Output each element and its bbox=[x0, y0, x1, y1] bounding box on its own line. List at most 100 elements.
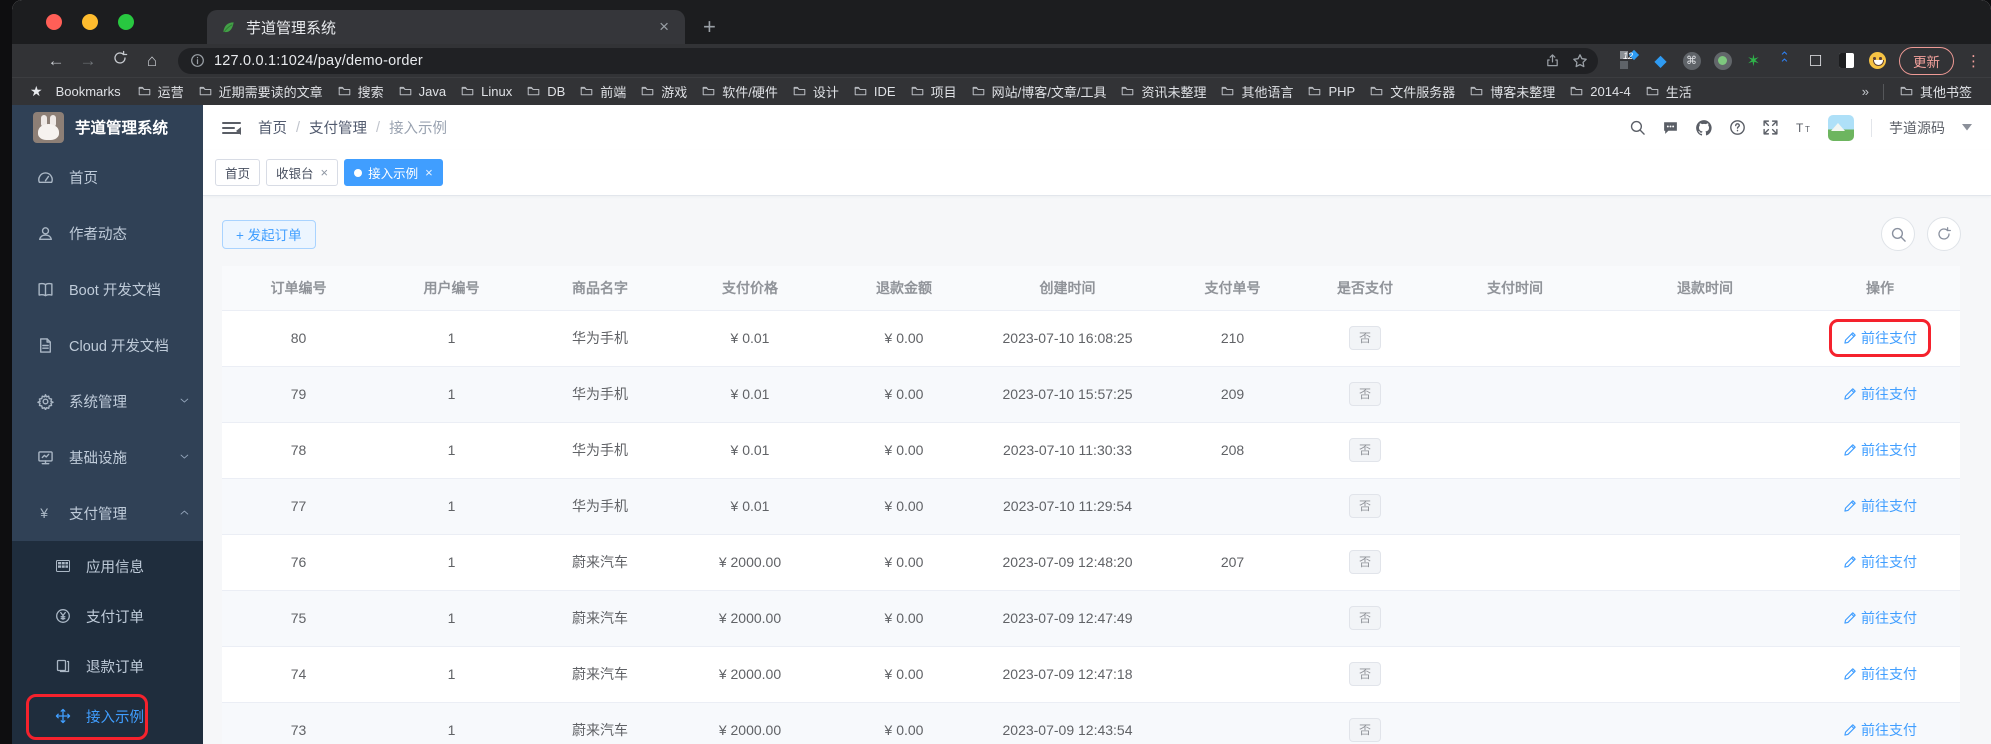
sidebar-item-Boot 开发文档[interactable]: Boot 开发文档 bbox=[12, 261, 203, 317]
close-tag-icon[interactable]: × bbox=[320, 165, 329, 180]
tag-view-接入示例[interactable]: 接入示例 × bbox=[344, 159, 443, 186]
address-bar[interactable]: 127.0.0.1:1024/pay/demo-order bbox=[178, 47, 1598, 74]
app-logo[interactable]: 芋道管理系统 bbox=[12, 105, 203, 149]
close-tab-icon[interactable]: × bbox=[659, 17, 669, 36]
update-chrome-button[interactable]: 更新 bbox=[1899, 46, 1954, 75]
go-pay-link[interactable]: 前往支付 bbox=[1843, 496, 1917, 516]
bookmark-folder[interactable]: 其他语言 bbox=[1213, 82, 1300, 101]
tag-view-首页[interactable]: 首页 bbox=[215, 159, 261, 186]
bookmark-folder[interactable]: 生活 bbox=[1638, 82, 1699, 101]
zoom-window-button[interactable] bbox=[118, 14, 134, 30]
bookmark-folder[interactable]: 搜索 bbox=[330, 82, 391, 101]
home-icon[interactable]: ⌂ bbox=[146, 50, 158, 70]
gear-icon bbox=[37, 393, 54, 410]
minimize-window-button[interactable] bbox=[82, 14, 98, 30]
go-pay-link[interactable]: 前往支付 bbox=[1843, 440, 1917, 460]
bookmark-folder[interactable]: Java bbox=[391, 84, 453, 99]
go-pay-link[interactable]: 前往支付 bbox=[1843, 328, 1917, 348]
folder-icon bbox=[1645, 85, 1660, 98]
new-tab-button[interactable]: + bbox=[703, 14, 716, 39]
close-window-button[interactable] bbox=[46, 14, 62, 30]
bookmark-folder[interactable]: PHP bbox=[1300, 84, 1362, 99]
browser-tab[interactable]: 芋道管理系统 × bbox=[207, 10, 685, 44]
sidebar-subitem-支付订单[interactable]: 支付订单 bbox=[12, 591, 203, 641]
bookmark-folder[interactable]: 2014-4 bbox=[1562, 84, 1637, 99]
create-order-button[interactable]: + 发起订单 bbox=[222, 219, 316, 249]
folder-icon bbox=[460, 85, 475, 98]
show-search-button[interactable] bbox=[1881, 217, 1915, 251]
reload-icon[interactable] bbox=[106, 50, 134, 71]
bookmarks-label[interactable]: Bookmarks bbox=[55, 84, 121, 99]
bookmarks-overflow-icon[interactable]: » bbox=[1861, 84, 1869, 99]
share-icon[interactable] bbox=[1545, 53, 1560, 68]
sidebar-item-作者动态[interactable]: 作者动态 bbox=[12, 205, 203, 261]
bookmark-folder[interactable]: 项目 bbox=[903, 82, 964, 101]
other-bookmarks-folder[interactable]: 其他书签 bbox=[1892, 82, 1979, 101]
bookmarks-star-icon[interactable]: ★ bbox=[30, 83, 43, 99]
go-pay-link[interactable]: 前往支付 bbox=[1843, 384, 1917, 404]
bookmark-folder[interactable]: 运营 bbox=[130, 82, 191, 101]
sidebar-item-系统管理[interactable]: 系统管理 bbox=[12, 373, 203, 429]
table-row: 78 1 华为手机 ¥ 0.01 ¥ 0.00 2023-07-10 11:30:33 20… bbox=[222, 422, 1960, 479]
column-header-订单编号: 订单编号 bbox=[222, 266, 375, 311]
sidebar-subitem-接入示例[interactable]: 接入示例 bbox=[12, 691, 203, 741]
bookmark-folder[interactable]: 近期需要读的文章 bbox=[191, 82, 330, 101]
layers-extension-icon[interactable]: ⌃ ⌃ bbox=[1779, 49, 1790, 71]
bookmark-star-icon[interactable] bbox=[1572, 53, 1588, 69]
fullscreen-icon[interactable] bbox=[1762, 119, 1779, 136]
sidebar-item-首页[interactable]: 首页 bbox=[12, 149, 203, 205]
bookmark-folder[interactable]: Linux bbox=[453, 84, 519, 99]
back-icon[interactable]: ← bbox=[47, 50, 65, 70]
yen-circle-icon bbox=[55, 608, 71, 624]
search-icon[interactable] bbox=[1629, 119, 1646, 136]
go-pay-link[interactable]: 前往支付 bbox=[1843, 720, 1917, 740]
bookmark-folder[interactable]: DB bbox=[519, 84, 572, 99]
breadcrumb-pay[interactable]: 支付管理 bbox=[309, 121, 368, 137]
sidebar-item-支付管理[interactable]: ¥ 支付管理 bbox=[12, 485, 203, 541]
kite-extension-icon[interactable]: ◆ bbox=[1654, 52, 1667, 70]
pen-icon bbox=[1843, 611, 1857, 625]
dark-reader-extension-icon[interactable] bbox=[1837, 51, 1856, 70]
question-icon[interactable] bbox=[1729, 119, 1746, 136]
sidebar-item-Cloud 开发文档[interactable]: Cloud 开发文档 bbox=[12, 317, 203, 373]
sidebar-item-基础设施[interactable]: 基础设施 bbox=[12, 429, 203, 485]
svg-text:T: T bbox=[1796, 121, 1804, 135]
go-pay-link[interactable]: 前往支付 bbox=[1843, 664, 1917, 684]
forward-icon[interactable]: → bbox=[79, 50, 97, 70]
bookmark-folder[interactable]: IDE bbox=[846, 84, 903, 99]
tag-view-收银台[interactable]: 收银台 × bbox=[266, 159, 339, 186]
bookmark-folder[interactable]: 前端 bbox=[572, 82, 633, 101]
breadcrumb-home[interactable]: 首页 bbox=[258, 121, 287, 137]
refresh-button[interactable] bbox=[1927, 217, 1961, 251]
github-icon[interactable] bbox=[1695, 119, 1713, 137]
go-pay-link[interactable]: 前往支付 bbox=[1843, 552, 1917, 572]
username[interactable]: 芋道源码 bbox=[1889, 119, 1945, 136]
bookmark-folder[interactable]: 设计 bbox=[785, 82, 846, 101]
sidebar-subitem-应用信息[interactable]: 应用信息 bbox=[12, 541, 203, 591]
recorder-extension-icon[interactable] bbox=[1713, 51, 1732, 70]
chevron-down-icon[interactable] bbox=[1962, 124, 1972, 131]
window-controls bbox=[12, 0, 176, 44]
chrome-menu-icon[interactable]: ⋮ bbox=[1966, 52, 1981, 70]
collapse-sidebar-icon[interactable] bbox=[222, 121, 241, 135]
close-tag-icon[interactable]: × bbox=[425, 165, 433, 180]
star-extension-icon[interactable]: ✶ bbox=[1746, 52, 1761, 70]
squares-extension-icon[interactable]: 12 bbox=[1620, 49, 1640, 70]
puzzle-extension-icon[interactable]: ☐ bbox=[1808, 52, 1823, 70]
paid-status-badge: 否 bbox=[1348, 662, 1381, 686]
bookmark-folder[interactable]: 软件/硬件 bbox=[694, 82, 785, 101]
sidebar-subitem-退款订单[interactable]: 退款订单 bbox=[12, 641, 203, 691]
bookmark-folder[interactable]: 博客未整理 bbox=[1462, 82, 1562, 101]
bookmark-folder[interactable]: 网站/博客/文章/工具 bbox=[964, 82, 1114, 101]
bookmark-folder[interactable]: 资讯未整理 bbox=[1113, 82, 1213, 101]
bookmark-folder[interactable]: 游戏 bbox=[633, 82, 694, 101]
emoji-extension-icon[interactable] bbox=[1868, 51, 1887, 70]
pen-icon bbox=[1843, 499, 1857, 513]
user-avatar[interactable] bbox=[1828, 114, 1854, 141]
go-pay-link[interactable]: 前往支付 bbox=[1843, 608, 1917, 628]
chat-icon[interactable] bbox=[1662, 119, 1679, 136]
bookmark-folder[interactable]: 文件服务器 bbox=[1362, 82, 1462, 101]
site-info-icon[interactable] bbox=[190, 53, 205, 68]
command-extension-icon[interactable]: ⌘ bbox=[1682, 51, 1701, 70]
